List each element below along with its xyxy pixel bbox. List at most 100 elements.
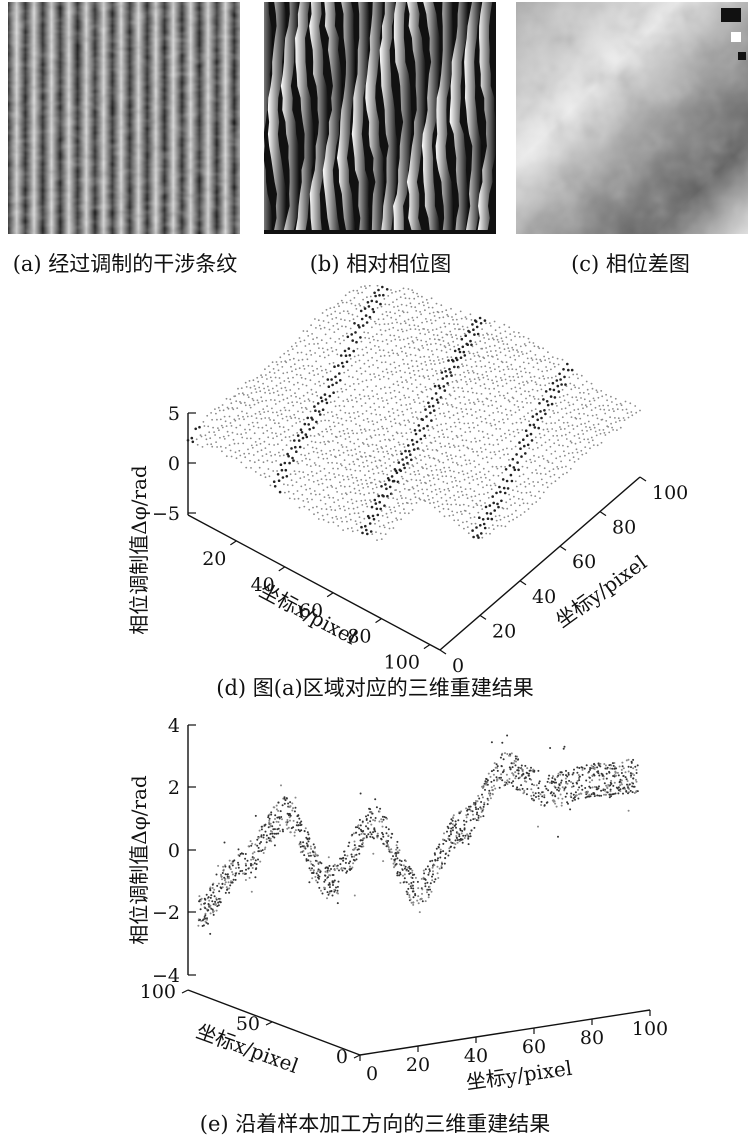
surface-point — [351, 313, 354, 316]
profile-point — [486, 783, 489, 786]
profile-point — [257, 837, 260, 839]
surface-point — [431, 404, 435, 408]
surface-point — [382, 451, 385, 453]
surface-point — [257, 459, 260, 462]
surface-point — [448, 416, 451, 419]
surface-point — [363, 493, 366, 496]
surface-point — [332, 362, 335, 364]
surface-point — [326, 457, 329, 460]
surface-point — [384, 303, 387, 306]
profile-point — [537, 787, 540, 790]
profile-point — [630, 774, 633, 777]
surface-point — [486, 332, 488, 335]
profile-point — [610, 779, 613, 782]
surface-point — [583, 413, 585, 415]
surface-point — [413, 373, 416, 376]
surface-point — [283, 406, 286, 409]
surface-point — [342, 335, 344, 337]
surface-point — [423, 455, 426, 458]
profile-point — [227, 877, 229, 880]
surface-point — [619, 426, 622, 429]
surface-point — [286, 452, 289, 456]
profile-point — [451, 826, 454, 829]
profile-point — [449, 846, 452, 848]
profile-point — [550, 782, 553, 785]
surface-point — [337, 499, 339, 501]
surface-point — [251, 397, 254, 400]
profile-point — [314, 859, 317, 862]
surface-point — [290, 365, 292, 368]
profile-point — [523, 789, 526, 792]
profile-point — [328, 886, 331, 889]
profile-point — [617, 789, 620, 792]
surface-point — [194, 427, 197, 431]
surface-point — [461, 439, 464, 442]
surface-point — [488, 504, 492, 507]
surface-point — [343, 319, 346, 321]
surface-point — [334, 310, 337, 313]
surface-point — [361, 412, 364, 415]
surface-point — [340, 361, 344, 365]
surface-point — [298, 417, 300, 420]
surface-point — [530, 409, 533, 412]
surface-point — [516, 516, 518, 519]
surface-point — [400, 494, 402, 497]
surface-point — [473, 355, 476, 357]
surface-point — [432, 374, 434, 377]
profile-point — [274, 814, 277, 817]
phase-stripe — [295, 2, 315, 230]
profile-point — [311, 877, 314, 880]
surface-point — [402, 287, 405, 290]
surface-point — [349, 518, 352, 521]
surface-point — [295, 373, 298, 376]
surface-point — [525, 491, 528, 494]
profile-point — [570, 781, 572, 783]
surface-point — [331, 433, 333, 435]
surface-point — [405, 456, 408, 459]
profile-point — [395, 852, 398, 855]
surface-point — [239, 401, 241, 403]
profile-point — [251, 842, 254, 845]
profile-point — [557, 789, 560, 792]
surface-point — [371, 420, 374, 422]
profile-point — [327, 856, 330, 859]
profile-point — [578, 786, 581, 789]
surface-point — [321, 408, 325, 411]
surface-point — [481, 400, 484, 403]
surface-point — [347, 454, 350, 456]
surface-point — [452, 414, 455, 417]
surface-point — [386, 494, 389, 498]
surface-point — [373, 291, 376, 295]
surface-point — [469, 402, 471, 404]
y-tick-mark — [599, 511, 607, 517]
surface-point — [561, 466, 563, 469]
profile-point — [287, 826, 290, 829]
surface-point — [547, 430, 550, 433]
profile-point — [629, 772, 632, 775]
surface-point — [199, 434, 202, 436]
surface-point — [533, 375, 536, 378]
profile-point — [616, 771, 619, 774]
profile-point — [573, 796, 576, 799]
profile-point — [256, 838, 259, 841]
surface-point — [413, 297, 416, 300]
surface-point — [422, 450, 425, 452]
profile-point — [336, 867, 339, 870]
surface-point — [439, 343, 442, 346]
surface-point — [422, 347, 425, 349]
surface-point — [355, 423, 357, 425]
profile-point — [596, 766, 599, 769]
surface-point — [421, 368, 424, 371]
surface-point — [533, 485, 536, 487]
profile-point — [367, 827, 370, 830]
profile-point — [458, 833, 461, 836]
surface-point — [370, 505, 374, 509]
surface-point — [377, 472, 380, 474]
surface-point — [421, 418, 425, 421]
surface-point — [391, 493, 394, 495]
surface-point — [414, 411, 417, 413]
surface-point — [307, 501, 310, 503]
surface-point — [281, 393, 284, 396]
profile-point — [599, 762, 602, 765]
surface-point — [305, 384, 308, 387]
